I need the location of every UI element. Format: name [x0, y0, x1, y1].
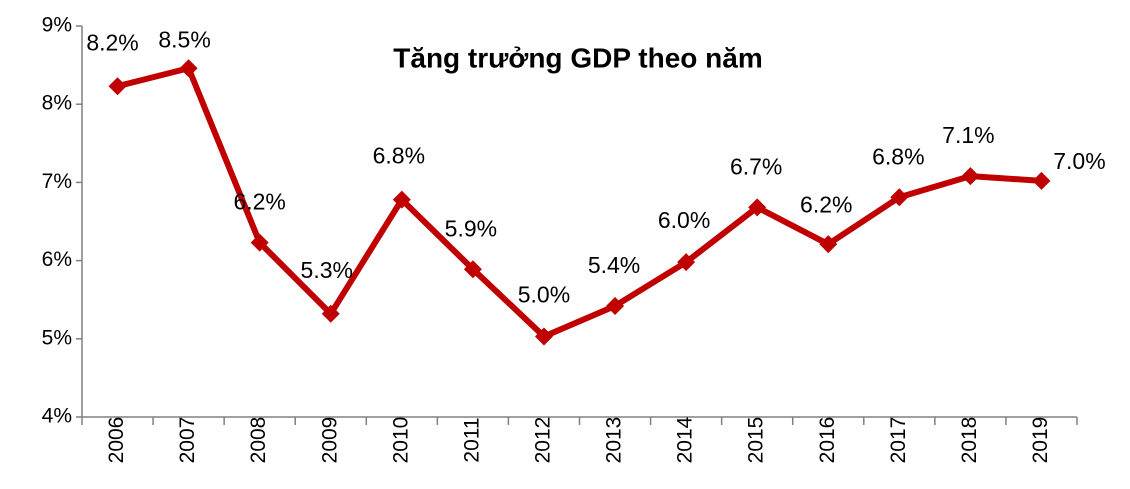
data-label: 5.9% [445, 215, 497, 241]
x-tick-label: 2015 [745, 417, 768, 464]
x-tick-label: 2014 [674, 416, 697, 463]
y-tick-label: 8% [42, 92, 72, 115]
x-tick-label: 2006 [105, 417, 128, 464]
marker [1032, 171, 1051, 190]
marker [534, 327, 553, 346]
marker [890, 188, 909, 207]
y-tick-label: 6% [42, 248, 72, 271]
data-label: 8.5% [158, 26, 210, 52]
data-label: 7.1% [942, 122, 994, 148]
marker [250, 233, 269, 252]
data-label: 6.2% [800, 191, 852, 217]
y-tick-label: 7% [42, 170, 72, 193]
x-tick-label: 2016 [816, 417, 839, 464]
marker [321, 304, 340, 323]
y-tick-label: 4% [42, 405, 72, 428]
data-label: 6.0% [658, 207, 710, 233]
marker [677, 253, 696, 272]
x-tick-label: 2013 [603, 417, 626, 464]
data-label: 6.8% [373, 143, 425, 169]
marker [392, 190, 411, 209]
marker [108, 77, 127, 96]
data-label: 5.0% [518, 282, 570, 308]
data-label: 5.3% [301, 257, 353, 283]
marker [179, 59, 198, 78]
y-tick-label: 5% [42, 326, 72, 349]
data-label: 5.4% [588, 252, 640, 278]
marker [606, 296, 625, 315]
marker [748, 198, 767, 217]
data-label: 6.7% [730, 154, 782, 180]
x-tick-label: 2017 [887, 417, 910, 464]
line [116, 65, 1042, 340]
x-tick-label: 2007 [176, 417, 199, 464]
x-tick-label: 2008 [247, 417, 270, 464]
marker [463, 260, 482, 279]
data-label: 7.0% [1053, 148, 1105, 174]
x-tick-label: 2010 [389, 417, 412, 464]
data-label: 8.2% [86, 29, 138, 55]
y-tick-label: 9% [42, 14, 72, 37]
marker [819, 235, 838, 254]
data-label: 6.2% [233, 189, 285, 215]
x-tick-label: 2018 [958, 417, 981, 464]
marker [961, 167, 980, 186]
x-tick-label: 2009 [318, 417, 341, 464]
chart-title: Tăng trưởng GDP theo năm [393, 42, 762, 73]
x-tick-label: 2012 [532, 417, 555, 464]
x-tick-label: 2019 [1029, 417, 1052, 464]
data-label: 6.8% [872, 143, 924, 169]
x-tick-label: 2011 [460, 417, 483, 462]
